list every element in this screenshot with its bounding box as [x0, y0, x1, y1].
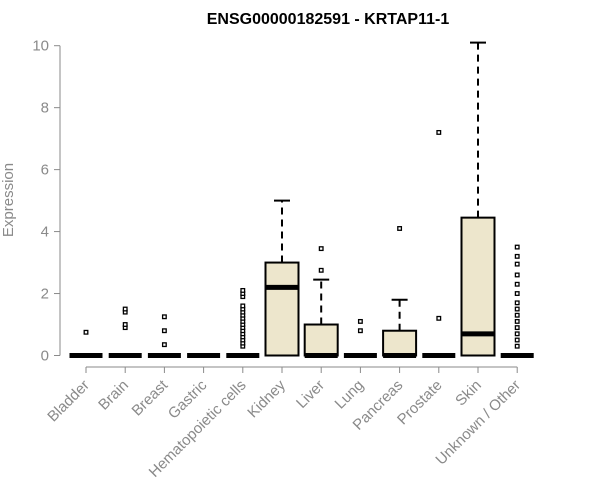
- box-11: [500, 244, 534, 358]
- y-tick-label: 4: [41, 224, 49, 241]
- box-body: [303, 323, 339, 357]
- outlier-point: [357, 318, 363, 324]
- outlier-point: [514, 300, 520, 306]
- outlier-point: [514, 261, 520, 267]
- outlier-point: [397, 226, 403, 231]
- outlier-point: [161, 342, 167, 348]
- outlier-point: [514, 253, 520, 259]
- box-body: [264, 261, 300, 357]
- outlier-point: [318, 246, 324, 252]
- box-10: [460, 41, 496, 357]
- y-tick-label: 0: [41, 348, 49, 365]
- box-0: [69, 329, 103, 358]
- outlier-point: [514, 337, 520, 343]
- x-tick-label: Brain: [95, 377, 132, 414]
- x-tick-label: Skin: [452, 377, 485, 410]
- y-tick-label: 2: [41, 286, 49, 303]
- outlier-point: [318, 267, 324, 273]
- y-axis-label: Expression: [0, 163, 17, 237]
- x-tick-label: Breast: [129, 376, 172, 419]
- y-tick-label: 6: [41, 162, 49, 179]
- outlier-point: [161, 314, 167, 320]
- x-tick-label: Kidney: [244, 376, 289, 421]
- outlier-point: [83, 329, 89, 335]
- outlier-point: [514, 325, 520, 331]
- box-8: [382, 226, 418, 358]
- box-6: [303, 246, 339, 358]
- box-body: [382, 329, 418, 357]
- x-tick-label: Bladder: [44, 377, 93, 426]
- outlier-point: [240, 287, 246, 293]
- outlier-point: [514, 318, 520, 324]
- outlier-point: [514, 244, 520, 250]
- outlier-point: [122, 306, 128, 312]
- box-9: [422, 129, 456, 358]
- outlier-point: [436, 315, 442, 321]
- box-7: [343, 318, 377, 358]
- outlier-point: [514, 312, 520, 318]
- x-tick-label: Lung: [332, 377, 368, 413]
- x-tick-label: Liver: [293, 377, 328, 412]
- outlier-point: [514, 291, 520, 296]
- box-2: [147, 314, 181, 358]
- outlier-point: [514, 331, 520, 337]
- outlier-point: [514, 343, 520, 349]
- outlier-point: [357, 328, 363, 334]
- outlier-point: [240, 303, 246, 309]
- outlier-point: [514, 281, 520, 287]
- outlier-point: [436, 129, 442, 135]
- box-1: [108, 306, 142, 358]
- outlier-point: [122, 322, 128, 327]
- y-tick-label: 8: [41, 100, 49, 117]
- outlier-point: [514, 272, 520, 278]
- boxes-group: [69, 41, 534, 358]
- outlier-point: [161, 328, 167, 334]
- y-tick-label: 10: [32, 38, 49, 55]
- y-axis: 0 2 4 6 8 10: [32, 38, 61, 365]
- box-4: [226, 287, 260, 358]
- chart-title: ENSG00000182591 - KRTAP11-1: [207, 11, 450, 28]
- outlier-point: [514, 306, 520, 312]
- box-5: [264, 199, 300, 357]
